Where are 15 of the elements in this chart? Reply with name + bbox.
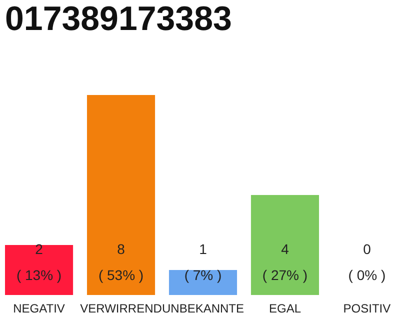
- bar: [168, 270, 238, 295]
- chart-title: 017389173383: [5, 0, 232, 38]
- x-tick-label: POSITIV: [343, 302, 391, 316]
- data-label: 2 ( 13% ): [16, 241, 62, 283]
- x-tick-label: NEGATIV: [13, 302, 65, 316]
- bar: [86, 95, 156, 295]
- x-tick-label: UNBEKANNTE: [162, 302, 244, 316]
- x-tick-label: VERWIRREND: [80, 302, 162, 316]
- bar: [5, 245, 74, 295]
- data-label: 1 ( 7% ): [184, 241, 222, 283]
- x-tick-label: EGAL: [268, 302, 302, 316]
- bar: [250, 195, 320, 295]
- data-label: 0 ( 0% ): [348, 241, 386, 283]
- data-label: 8 ( 53% ): [98, 241, 144, 283]
- data-label: 4 ( 27% ): [262, 241, 308, 283]
